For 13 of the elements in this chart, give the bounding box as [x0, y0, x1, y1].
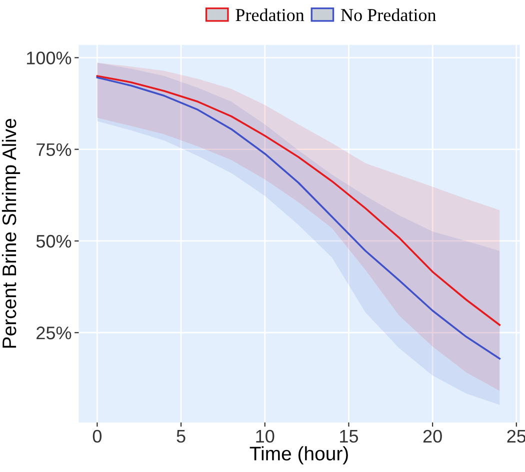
- x-tick-label: 10: [256, 430, 274, 443]
- y-axis-title: Percent Brine Shrimp Alive: [2, 118, 20, 348]
- y-tick-label: 100%: [27, 52, 72, 64]
- x-tick-label: 5: [176, 430, 186, 443]
- y-tick-label: 50%: [36, 234, 72, 248]
- x-axis-title: Time (hour): [250, 446, 348, 464]
- x-tick-label: 15: [340, 430, 358, 443]
- x-tick-label: 0: [92, 430, 102, 443]
- legend-label: Predation: [236, 8, 304, 22]
- legend-label: No Predation: [341, 8, 436, 22]
- x-tick-label: 20: [423, 430, 442, 443]
- y-tick-label: 75%: [36, 143, 72, 156]
- y-tick-label: 25%: [36, 326, 72, 340]
